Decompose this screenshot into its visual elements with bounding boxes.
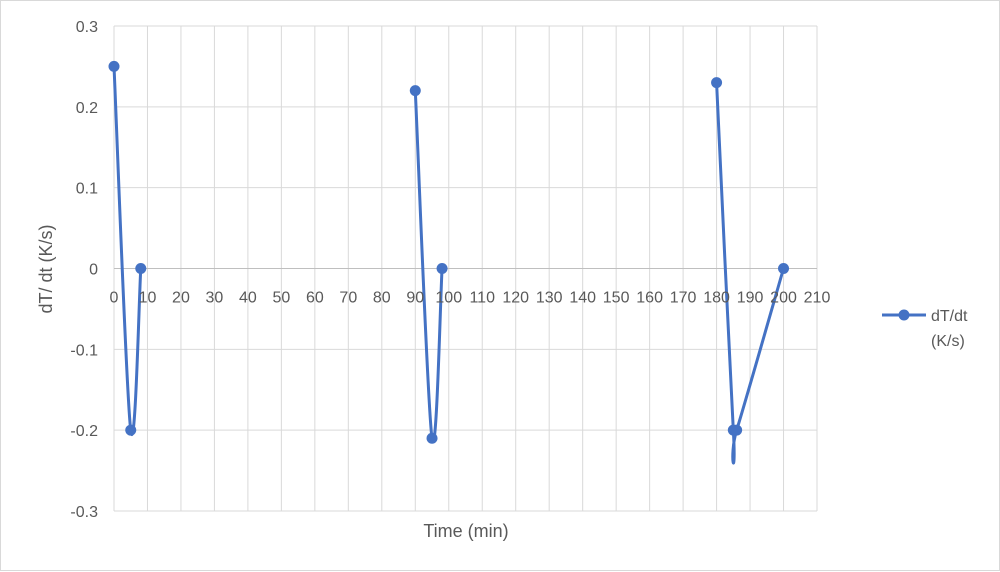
y-tick-label: -0.2 bbox=[70, 423, 98, 440]
x-tick-label: 180 bbox=[703, 290, 730, 307]
legend-marker bbox=[898, 309, 910, 321]
y-tick-label: -0.1 bbox=[70, 342, 98, 359]
y-axis-title: dT/ dt (K/s) bbox=[36, 224, 56, 313]
data-point bbox=[125, 424, 137, 436]
data-point bbox=[135, 263, 147, 274]
y-tick-label: 0 bbox=[89, 262, 98, 279]
tick-labels: -0.3 -0.2 -0.1 0 0.1 0.2 0.3 0 10 20 30 40 50 60 70 80 9… bbox=[70, 19, 830, 521]
x-tick-label: 160 bbox=[636, 290, 663, 307]
x-tick-label: 140 bbox=[569, 290, 596, 307]
x-tick-label: 100 bbox=[435, 290, 462, 307]
x-tick-label: 120 bbox=[502, 290, 529, 307]
x-tick-label: 170 bbox=[670, 290, 697, 307]
y-tick-label: 0.1 bbox=[76, 181, 98, 198]
x-tick-label: 70 bbox=[339, 290, 357, 307]
series-line bbox=[715, 81, 786, 465]
x-tick-label: 20 bbox=[172, 290, 190, 307]
data-point bbox=[108, 60, 120, 72]
x-tick-label: 50 bbox=[272, 290, 290, 307]
data-point bbox=[409, 85, 421, 97]
y-tick-label: -0.3 bbox=[70, 504, 98, 521]
series-line bbox=[112, 64, 143, 436]
x-tick-label: 10 bbox=[139, 290, 157, 307]
data-point bbox=[731, 424, 743, 436]
legend-label-line2: (K/s) bbox=[931, 333, 965, 350]
x-tick-label: 110 bbox=[469, 290, 495, 307]
data-point bbox=[426, 432, 438, 444]
x-tick-label: 60 bbox=[306, 290, 324, 307]
y-tick-label: 0.3 bbox=[76, 19, 98, 36]
x-tick-label: 190 bbox=[737, 290, 764, 307]
legend-label-line1: dT/dt bbox=[931, 308, 968, 325]
x-tick-label: 90 bbox=[406, 290, 424, 307]
legend: dT/dt (K/s) bbox=[882, 308, 968, 350]
data-point bbox=[436, 263, 448, 274]
data-point bbox=[778, 263, 790, 274]
x-tick-label: 0 bbox=[110, 290, 119, 307]
x-tick-label: 40 bbox=[239, 290, 257, 307]
x-tick-label: 200 bbox=[770, 290, 797, 307]
x-tick-label: 210 bbox=[804, 290, 831, 307]
x-tick-label: 30 bbox=[206, 290, 224, 307]
x-axis-title: Time (min) bbox=[423, 521, 508, 541]
data-point bbox=[711, 77, 723, 89]
y-tick-label: 0.2 bbox=[76, 100, 98, 117]
x-tick-label: 150 bbox=[603, 290, 630, 307]
series-dt-dt bbox=[108, 60, 790, 465]
x-tick-label: 80 bbox=[373, 290, 391, 307]
x-tick-label: 130 bbox=[536, 290, 563, 307]
